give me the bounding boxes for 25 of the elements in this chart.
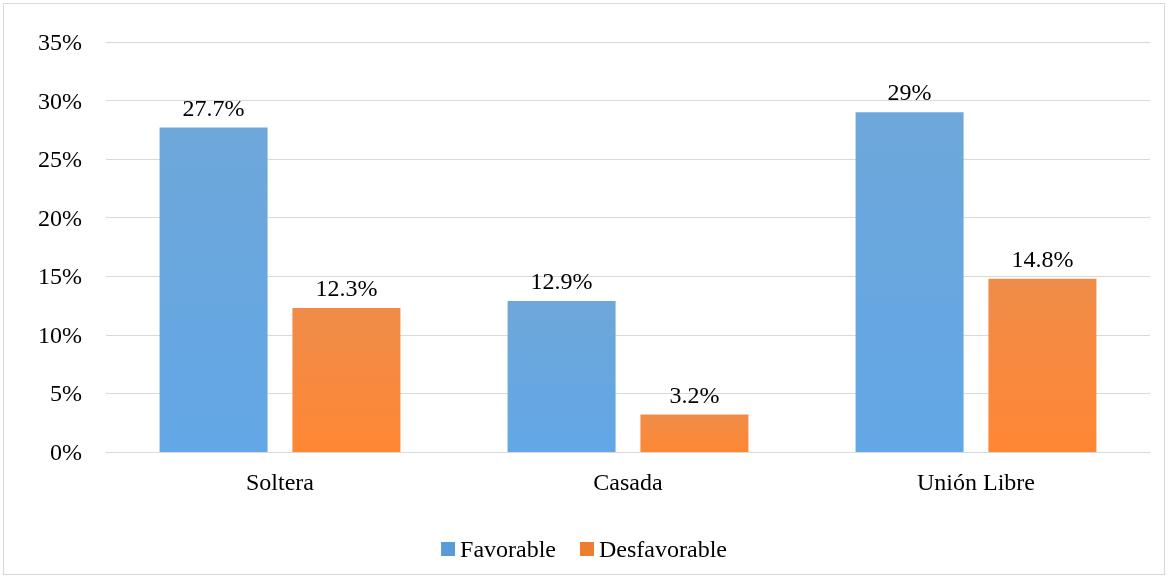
bar: [855, 112, 964, 452]
y-tick-label: 35%: [38, 29, 82, 55]
y-tick-label: 15%: [38, 263, 82, 290]
y-tick-label: 20%: [38, 204, 82, 231]
y-tick-label: 10%: [38, 321, 82, 348]
data-label: 12.9%: [530, 267, 593, 294]
bar: [640, 414, 749, 452]
x-tick-label: Soltera: [246, 469, 315, 495]
y-tick-label: 25%: [38, 146, 82, 173]
x-tick-label: Casada: [593, 469, 663, 495]
data-label: 12.3%: [315, 274, 378, 301]
x-tick-label: Unión Libre: [917, 469, 1035, 495]
data-label: 27.7%: [182, 94, 245, 121]
data-label: 14.8%: [1011, 245, 1074, 272]
y-tick-label: 30%: [38, 87, 82, 114]
data-label: 3.2%: [669, 381, 720, 408]
bar: [159, 127, 268, 452]
data-label: 29%: [887, 79, 932, 106]
legend-label: Favorable: [460, 536, 557, 562]
y-tick-label: 5%: [50, 380, 82, 407]
bar: [507, 300, 616, 452]
bar: [988, 278, 1097, 452]
legend-label: Desfavorable: [599, 536, 727, 562]
bar: [292, 307, 401, 452]
y-tick-label: 0%: [50, 439, 82, 465]
